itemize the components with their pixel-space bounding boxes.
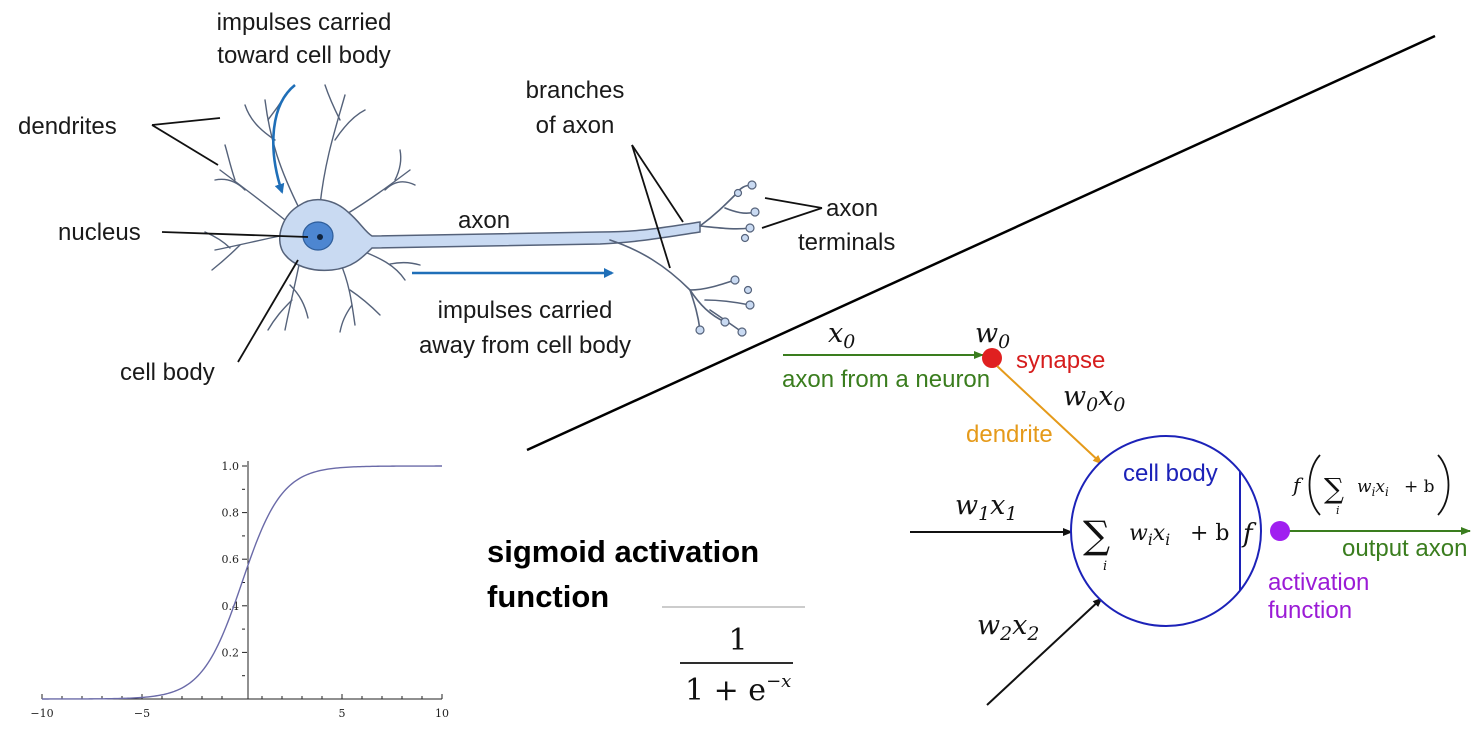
leader-lines	[151, 117, 823, 363]
w0x0-label: w0x0	[1063, 381, 1125, 416]
biological-neuron: impulses carried toward cell body dendri…	[18, 9, 895, 386]
sigmoid-title-2: function	[487, 579, 609, 614]
axon-branches	[609, 184, 756, 333]
sigmoid-chart: −10 −5 5 10 0.2 0.4 0.6 0.8 1.0	[30, 460, 449, 720]
sum-symbol: ∑	[1083, 513, 1110, 557]
x-tick-label: 10	[435, 707, 449, 720]
y-tick-label: 1.0	[222, 460, 240, 473]
w2x2-label: w2x2	[977, 610, 1039, 645]
x0-label: x0	[828, 318, 855, 353]
output-formula-index: i	[1336, 504, 1340, 517]
synapse-label: synapse	[1016, 347, 1105, 374]
x-tick-label: −5	[134, 707, 150, 720]
y-tick-label: 0.6	[222, 553, 240, 566]
impulses-in-label-2: toward cell body	[217, 42, 390, 69]
output-formula-f: f	[1291, 473, 1304, 497]
output-formula-right-paren	[1437, 454, 1450, 516]
x-tick-label: 5	[339, 707, 346, 720]
activation-dot	[1270, 521, 1290, 541]
output-formula-left-paren	[1308, 454, 1321, 516]
branches-label-2: of axon	[536, 112, 615, 139]
axon-from-label: axon from a neuron	[782, 366, 990, 393]
formula-denominator: 1 + e−x	[685, 671, 791, 708]
impulses-out-label-2: away from cell body	[419, 332, 631, 359]
x-ticks: −10 −5 5 10	[30, 694, 449, 720]
terminals-label-1: axon	[826, 195, 878, 222]
cell-body-model-label: cell body	[1123, 460, 1218, 487]
terminals-label-2: terminals	[798, 229, 895, 256]
dendrite-branches	[204, 84, 421, 333]
sigmoid-title-1: sigmoid activation	[487, 534, 759, 569]
w1x1-label: w1x1	[955, 490, 1017, 525]
activation-label-1: activation	[1268, 569, 1369, 596]
sum-index: i	[1103, 559, 1107, 574]
axon-terminal-knobs	[695, 180, 760, 337]
dendrite-line	[996, 365, 1103, 465]
output-formula-term: wixi	[1357, 477, 1389, 499]
input-w2x2-line	[986, 597, 1103, 706]
nucleus-label: nucleus	[58, 219, 141, 246]
y-tick-label: 0.4	[222, 600, 240, 613]
dendrites-label: dendrites	[18, 113, 117, 140]
plus-b: + b	[1190, 521, 1230, 546]
cell-body-label: cell body	[120, 359, 215, 386]
axon-label: axon	[458, 207, 510, 234]
output-formula-sum: ∑	[1324, 472, 1344, 505]
nucleolus-dot	[317, 234, 323, 240]
output-formula-plus-b: + b	[1404, 477, 1435, 497]
mathematical-neuron-model: x0 w0 synapse axon from a neuron w0x0 de…	[782, 318, 1471, 706]
formula-numerator: 1	[728, 623, 747, 658]
cell-body-circle	[1070, 435, 1262, 627]
output-formula: f ∑ i wixi + b	[1291, 454, 1450, 517]
y-tick-label: 0.2	[222, 646, 240, 659]
y-ticks: 0.2 0.4 0.6 0.8 1.0	[222, 460, 247, 677]
synapse-dot	[982, 348, 1002, 368]
impulses-in-label-1: impulses carried	[217, 9, 392, 36]
w0-label: w0	[975, 318, 1010, 353]
sigmoid-curve	[42, 465, 442, 700]
x-tick-label: −10	[30, 707, 53, 720]
impulses-out-label-1: impulses carried	[438, 297, 613, 324]
cell-body-shape	[279, 198, 701, 272]
y-tick-label: 0.8	[222, 507, 240, 520]
dendrite-label: dendrite	[966, 421, 1053, 448]
sum-term: wixi	[1129, 521, 1170, 549]
divider-line	[526, 34, 1436, 452]
impulse-in-arrow	[272, 83, 296, 194]
activation-label-2: function	[1268, 597, 1352, 624]
branches-label-1: branches	[526, 77, 625, 104]
output-axon-label: output axon	[1342, 535, 1467, 562]
